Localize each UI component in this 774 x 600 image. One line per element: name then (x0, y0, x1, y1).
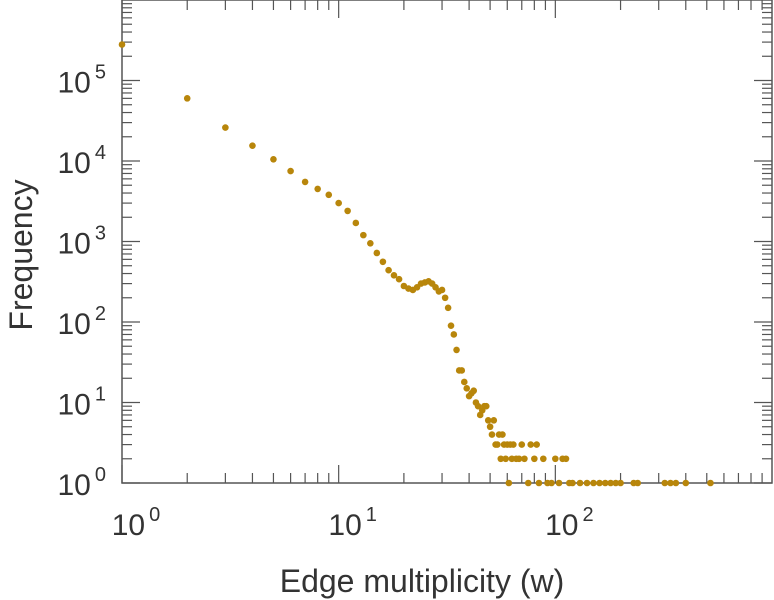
data-point (607, 479, 614, 487)
data-point (301, 178, 309, 186)
data-point (497, 455, 505, 463)
data-point (379, 258, 387, 266)
data-point (682, 479, 690, 487)
data-points (118, 41, 714, 487)
data-point (360, 231, 367, 239)
data-point (270, 155, 277, 163)
data-point (458, 367, 466, 374)
data-point (222, 124, 229, 131)
data-point (486, 423, 494, 431)
data-point (672, 479, 680, 487)
data-point (531, 455, 538, 463)
data-point (524, 479, 532, 487)
data-point (499, 431, 506, 438)
y-tick-label: 10 0 (58, 464, 107, 502)
data-point (488, 431, 496, 438)
y-axis-title: Frequency (3, 179, 39, 330)
x-axis-ticks (121, 0, 763, 483)
data-point (533, 441, 540, 448)
data-point (521, 455, 528, 463)
data-point (612, 479, 620, 487)
y-tick-label: 10 2 (58, 303, 107, 341)
y-tick-label: 10 3 (58, 223, 107, 261)
data-point (325, 191, 333, 199)
data-point (596, 479, 603, 487)
data-point (490, 417, 498, 424)
data-point (335, 199, 342, 207)
x-tick-label: 10 2 (545, 504, 594, 542)
x-tick-label: 10 1 (328, 504, 377, 542)
data-point (569, 479, 576, 487)
plot-frame (121, 0, 773, 484)
data-point (118, 41, 126, 48)
data-point (453, 346, 460, 354)
data-point (590, 479, 597, 487)
data-point (667, 479, 674, 487)
data-point (576, 479, 584, 487)
y-tick-label: 10 1 (58, 384, 107, 422)
data-point (562, 455, 570, 463)
data-point (460, 378, 468, 386)
data-point (463, 385, 471, 392)
x-axis-title: Edge multiplicity (w) (280, 563, 565, 599)
data-point (474, 402, 482, 410)
data-point (373, 249, 381, 257)
data-point (555, 479, 563, 487)
data-point (634, 479, 642, 487)
data-point (438, 286, 446, 294)
data-point (540, 455, 547, 463)
x-tick-label: 10 0 (112, 504, 161, 542)
data-point (444, 304, 452, 312)
data-point (617, 479, 624, 487)
data-point (470, 387, 478, 395)
data-point (494, 441, 501, 448)
data-point (395, 275, 403, 283)
y-axis-ticks (122, 3, 772, 484)
data-point (367, 239, 374, 247)
x-axis-tick-labels: 10 0 10 1 10 2 (112, 504, 594, 542)
data-point (390, 272, 398, 279)
data-point (249, 142, 256, 149)
data-point (505, 479, 513, 487)
data-point (707, 479, 714, 487)
data-point (661, 479, 669, 487)
data-point (583, 479, 591, 487)
y-tick-label: 10 4 (58, 142, 107, 180)
data-point (510, 441, 517, 448)
data-point (535, 479, 543, 487)
data-point (344, 207, 351, 215)
data-point (447, 322, 455, 329)
data-point (352, 219, 360, 227)
data-point (502, 455, 509, 463)
data-point (484, 417, 492, 424)
data-point (482, 402, 490, 410)
data-point (441, 294, 449, 302)
data-point (518, 441, 526, 448)
data-point (287, 167, 294, 175)
data-point (527, 441, 535, 448)
y-tick-label: 10 5 (58, 62, 107, 100)
data-point (450, 331, 458, 338)
data-point (385, 266, 392, 274)
data-point (314, 185, 321, 193)
data-point (515, 455, 523, 463)
data-point (552, 455, 559, 463)
data-point (601, 479, 609, 487)
data-point (548, 479, 555, 487)
data-point (183, 95, 191, 102)
